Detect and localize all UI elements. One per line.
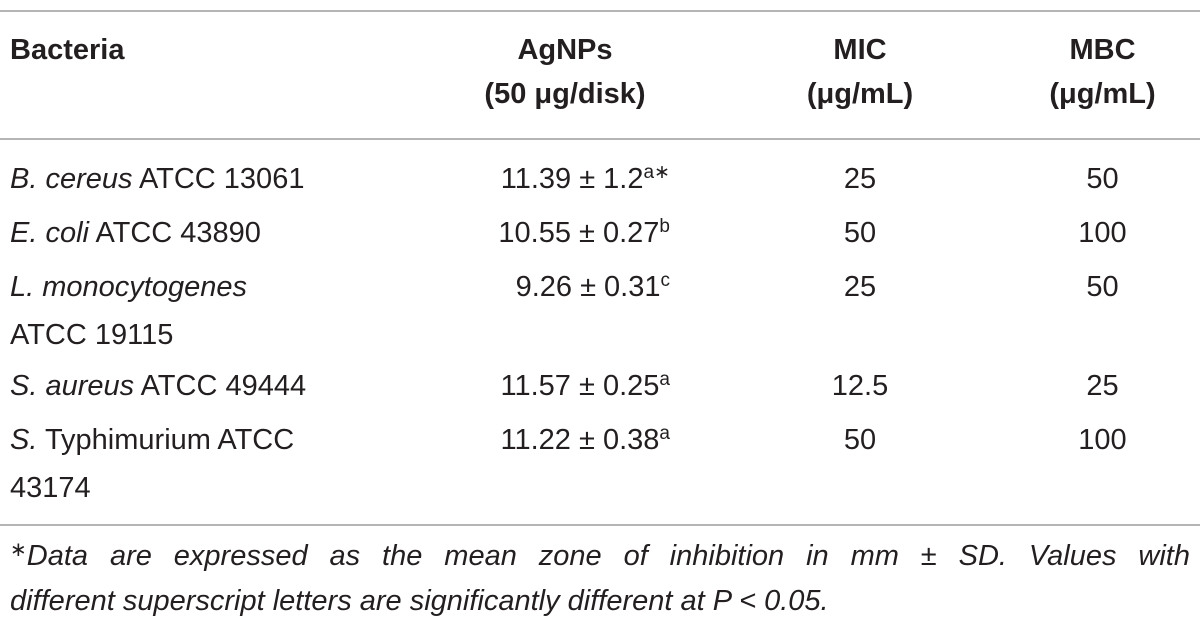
table-row-bacteria: B. cereus ATCC 13061	[10, 163, 305, 195]
table-row-bacteria: S. Typhimurium ATCC 43174	[10, 424, 295, 504]
header-mic: MIC (μg/mL)	[806, 34, 914, 110]
table-row-agnps: 11.22 ± 0.38a	[500, 423, 670, 456]
header-mbc: MBC (μg/mL)	[1049, 34, 1156, 110]
footnote-line-2: different superscript letters are signif…	[10, 585, 829, 617]
table-row-mic: 50	[843, 424, 877, 456]
table-top-rule	[0, 10, 1200, 12]
table-footnote: ∗Data are expressed as the mean zone of …	[10, 534, 1190, 624]
table-row-mbc: 25	[1086, 370, 1119, 402]
table-row-mbc: 50	[1086, 163, 1119, 195]
table-row-mbc: 50	[1086, 271, 1119, 303]
table-row-mbc: 100	[1078, 424, 1127, 456]
header-agnps: AgNPs (50 μg/disk)	[484, 34, 646, 110]
table-row-agnps: 10.55 ± 0.27b	[498, 216, 670, 249]
table-header-rule	[0, 138, 1200, 140]
table-row-mbc: 100	[1078, 217, 1127, 249]
table-row-mic: 25	[843, 163, 877, 195]
table-row-bacteria: S. aureus ATCC 49444	[10, 370, 307, 402]
table-row-bacteria: L. monocytogenes ATCC 19115	[10, 271, 247, 351]
table-row-bacteria: E. coli ATCC 43890	[10, 217, 261, 249]
table-row-mic: 50	[843, 217, 877, 249]
table-row-agnps: 11.39 ± 1.2a∗	[500, 162, 670, 195]
header-bacteria: Bacteria	[10, 34, 125, 66]
footnote-line-1: ∗Data are expressed as the mean zone of …	[10, 539, 1190, 572]
table-bottom-rule	[0, 524, 1200, 526]
table-row-agnps: 11.57 ± 0.25a	[500, 369, 670, 402]
table-row-mic: 25	[843, 271, 877, 303]
table-row-mic: 12.5	[831, 370, 889, 402]
table-row-agnps: 9.26 ± 0.31c	[515, 270, 670, 303]
